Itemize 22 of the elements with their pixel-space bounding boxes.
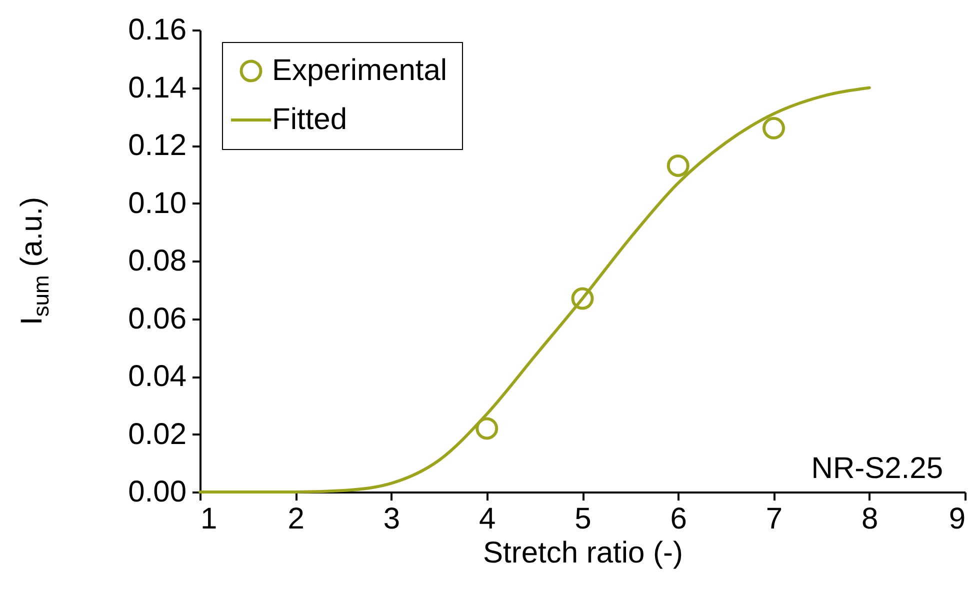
x-tick-label: 8 xyxy=(862,502,878,536)
x-tick-label: 4 xyxy=(479,502,496,536)
y-tick-label: 0.14 xyxy=(128,71,186,104)
legend-label: Experimental xyxy=(272,54,448,87)
annotation: NR-S2.25 xyxy=(811,452,943,485)
y-tick-label: 0.06 xyxy=(128,302,186,336)
x-tick-label: 3 xyxy=(383,502,400,536)
y-tick-label: 0.00 xyxy=(128,476,186,508)
y-tick-label: 0.04 xyxy=(128,360,186,393)
x-axis-title: Stretch ratio (-) xyxy=(482,536,684,570)
x-tick-label: 6 xyxy=(670,502,687,536)
y-tick-label: 0.02 xyxy=(128,418,186,451)
x-tick-label: 1 xyxy=(200,502,218,536)
x-tick-label: 9 xyxy=(948,502,966,536)
legend-label: Fitted xyxy=(272,103,348,136)
x-tick-label: 2 xyxy=(288,502,304,536)
y-tick-label: 0.08 xyxy=(128,244,186,278)
y-tick-label: 0.10 xyxy=(128,186,186,220)
y-tick-label: 0.16 xyxy=(128,14,186,46)
x-tick-label: 7 xyxy=(766,502,783,536)
x-tick-label: 5 xyxy=(574,502,592,536)
y-tick-label: 0.12 xyxy=(128,129,186,162)
